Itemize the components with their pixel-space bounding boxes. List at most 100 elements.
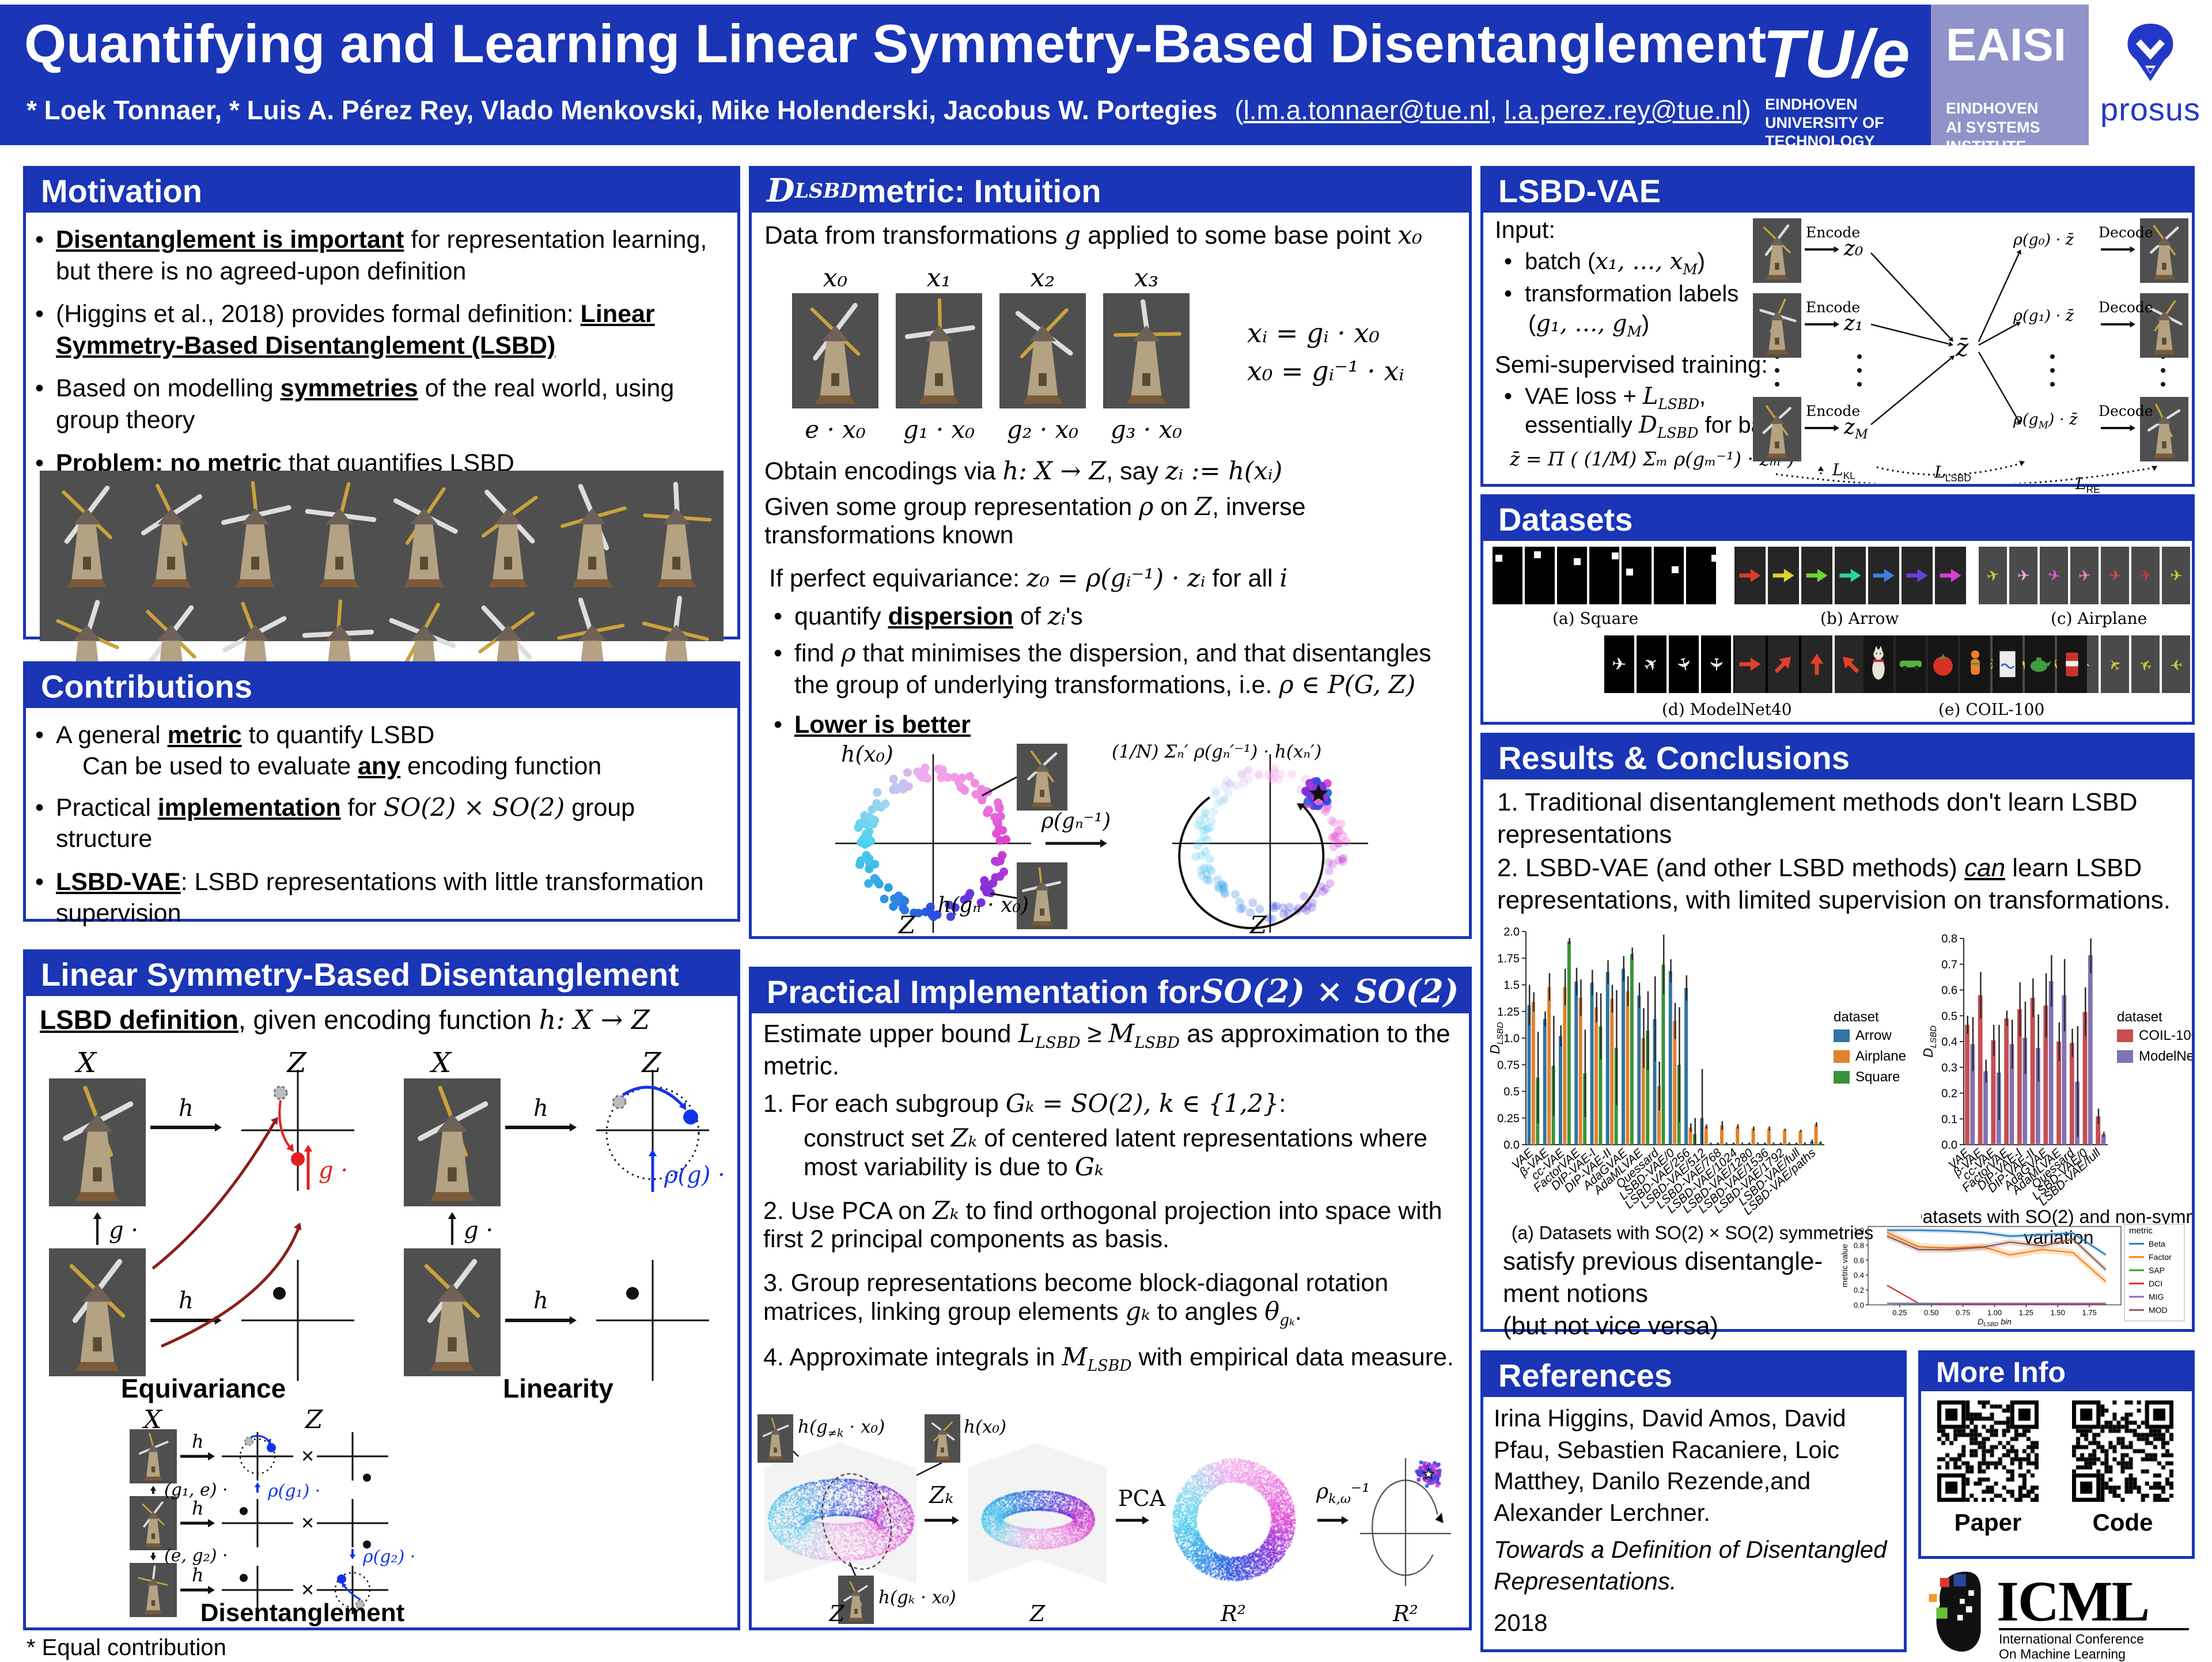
svg-text:DLSBD: DLSBD bbox=[1488, 1022, 1505, 1054]
windmill-thumbnail bbox=[757, 1414, 793, 1463]
svg-text:ModelNet40: ModelNet40 bbox=[2139, 1048, 2192, 1064]
panel-references: References Irina Higgins, David Amos, Da… bbox=[1480, 1350, 1907, 1652]
r2-label: R² bbox=[1393, 1601, 1418, 1626]
rho-gM-label: ρ(gM) · z̄ bbox=[2013, 411, 2078, 431]
prosus-logo-text: prosus bbox=[2100, 91, 2201, 127]
airplane-tile: ✈ bbox=[2009, 547, 2037, 604]
diagram-label: g · bbox=[319, 1157, 349, 1184]
email-link-2[interactable]: l.a.perez.rey@tue.nl bbox=[1504, 95, 1743, 125]
motivation-bullet-2: (Higgins et al., 2018) provides formal d… bbox=[26, 298, 725, 361]
diagram-label: ρ(g₂) · bbox=[363, 1547, 416, 1567]
practical-item-1b: construct set Zₖ of centered latent repr… bbox=[804, 1124, 1427, 1182]
panel-motivation: Motivation Disentanglement is important … bbox=[23, 166, 740, 704]
intuition-line-1: Data from transformations g applied to s… bbox=[764, 221, 1422, 250]
intuition-line-2: Obtain encodings via h: X → Z, say zᵢ :=… bbox=[764, 457, 1283, 486]
z-label: Z bbox=[829, 1601, 845, 1626]
rho-g0-label: ρ(g₀) · z̄ bbox=[2013, 231, 2074, 249]
email-link-1[interactable]: l.m.a.tonnaer@tue.nl bbox=[1243, 95, 1490, 125]
windmill-grid-cell bbox=[636, 478, 717, 590]
vae-input-2b: (g₁, …, gM) bbox=[1528, 311, 1650, 340]
icml-logo-text: ICML bbox=[1997, 1569, 2150, 1633]
diagram-label: h bbox=[533, 1288, 548, 1314]
decode-label: Decode bbox=[2099, 224, 2153, 241]
windmill-thumbnail bbox=[2140, 293, 2188, 358]
encode-label: Encode bbox=[1806, 403, 1861, 419]
windmill-thumbnail bbox=[49, 1078, 146, 1206]
windmill-thumbnail bbox=[1753, 293, 1801, 358]
svg-text:1.75: 1.75 bbox=[2082, 1308, 2096, 1317]
metric-intuition-heading: D LSBD metric: Intuition bbox=[752, 169, 1469, 213]
windmill-thumbnail bbox=[1017, 862, 1067, 929]
svg-text:0.50: 0.50 bbox=[1924, 1308, 1938, 1317]
motivation-heading: Motivation bbox=[26, 169, 737, 213]
modelnet-tile: ✈ bbox=[1604, 635, 1634, 693]
svg-text:Airplane: Airplane bbox=[1855, 1048, 1906, 1064]
h-gn-x0-label: h(gₙ · x₀) bbox=[938, 894, 1029, 917]
prosus-logo-icon bbox=[2127, 24, 2173, 81]
svg-text:DCI: DCI bbox=[2149, 1279, 2162, 1288]
results-note-2: ment notions bbox=[1503, 1279, 1648, 1308]
decode-label: Decode bbox=[2099, 299, 2153, 316]
contact: (l.m.a.tonnaer@tue.nl, l.a.perez.rey@tue… bbox=[1234, 95, 1751, 125]
motivation-bullet-3: Based on modelling symmetries of the rea… bbox=[26, 373, 725, 436]
svg-text:dataset: dataset bbox=[1834, 1009, 1879, 1025]
windmill-thumbnail bbox=[130, 1563, 177, 1617]
encode-label: Encode bbox=[1806, 224, 1861, 241]
decode-label: Decode bbox=[2099, 403, 2153, 419]
windmill-thumbnail bbox=[1017, 744, 1067, 811]
results-item-1: 1. Traditional disentanglement methods d… bbox=[1497, 788, 2138, 849]
contributions-bullet-3: LSBD-VAE: LSBD representations with litt… bbox=[26, 866, 725, 929]
z-space-label: Z bbox=[899, 911, 916, 939]
diagram-label: (e, g₂) · bbox=[164, 1546, 228, 1566]
pca-annulus-cloud bbox=[1154, 1438, 1313, 1600]
references-heading: References bbox=[1483, 1353, 1904, 1397]
diagram-label: Z bbox=[305, 1405, 323, 1434]
diagram-label: X bbox=[76, 1047, 97, 1079]
svg-text:0.1: 0.1 bbox=[1941, 1113, 1957, 1126]
windmill-thumbnail bbox=[999, 293, 1086, 408]
pca-pipeline-figure: Zₖ PCA ρk,ω⁻¹ h(g≠k · x₀) h(x₀) h(gₖ · x₀)… bbox=[752, 1411, 1469, 1626]
diagram-label: g · bbox=[109, 1217, 139, 1244]
rho-g1-label: ρ(g₁) · z̄ bbox=[2013, 307, 2074, 325]
windmill-grid-cell bbox=[47, 478, 127, 590]
svg-text:Beta: Beta bbox=[2149, 1239, 2165, 1248]
svg-text:0.2: 0.2 bbox=[1854, 1286, 1864, 1294]
svg-text:Arrow: Arrow bbox=[1855, 1028, 1892, 1043]
diagram-label: (g₁, e) · bbox=[164, 1480, 228, 1500]
svg-text:0.7: 0.7 bbox=[1941, 959, 1957, 971]
svg-text:0.8: 0.8 bbox=[1854, 1241, 1864, 1250]
airplane-tile: ✈ bbox=[2131, 635, 2160, 693]
svg-text:1.5: 1.5 bbox=[1503, 979, 1520, 992]
lsbd-vae-heading: LSBD-VAE bbox=[1483, 169, 2192, 213]
x-label: x₃ bbox=[1134, 263, 1159, 293]
prosus-logo-block: prosus bbox=[2089, 5, 2212, 145]
loss-re-label: LRE bbox=[2075, 474, 2100, 495]
svg-text:metric value: metric value bbox=[1840, 1244, 1849, 1288]
windmill-thumbnail bbox=[1753, 218, 1801, 283]
practical-item-4: 4. Approximate integrals in MLSBD with e… bbox=[763, 1343, 1454, 1375]
panel-lsbd: Linear Symmetry-Based Disentanglement LS… bbox=[23, 949, 740, 1630]
results-heading: Results & Conclusions bbox=[1483, 736, 2192, 779]
airplane-tile: ✈ bbox=[1979, 547, 2007, 604]
intuition-bullet-2: find ρ that minimises the dispersion, an… bbox=[769, 638, 1457, 701]
zk-arrow-label: Zₖ bbox=[929, 1482, 954, 1509]
equal-contribution-footnote: * Equal contribution bbox=[26, 1635, 226, 1660]
contributions-bullet-1b: Can be used to evaluate any encoding fun… bbox=[82, 752, 602, 780]
diagram-label: × bbox=[301, 1511, 315, 1535]
windmill-thumbnail bbox=[130, 1496, 177, 1550]
reference-year: 2018 bbox=[1494, 1609, 1548, 1636]
mean-formula-label: (1/N) Σₙ′ ρ(gₙ′⁻¹) · h(xₙ′) bbox=[1112, 741, 1322, 762]
svg-text:(a) Datasets with SO(2) × SO(2: (a) Datasets with SO(2) × SO(2) symmetri… bbox=[1512, 1222, 1874, 1243]
z0-label: z₀ bbox=[1844, 237, 1863, 260]
results-note-1: satisfy previous disentangle- bbox=[1503, 1247, 1823, 1275]
diagram-label: h bbox=[179, 1288, 194, 1314]
results-item-2: 2. LSBD-VAE (and other LSBD methods) can… bbox=[1497, 854, 2171, 915]
svg-text:(b) Datasets with SO(2) and no: (b) Datasets with SO(2) and non-symmetri… bbox=[1921, 1206, 2192, 1227]
qr-code-code bbox=[2072, 1400, 2173, 1502]
svg-text:0.75: 0.75 bbox=[1956, 1308, 1970, 1317]
windmill-thumbnail bbox=[2140, 397, 2188, 461]
svg-text:0.8: 0.8 bbox=[1941, 933, 1957, 945]
dataset-caption-d: (d) ModelNet40 bbox=[1662, 700, 1792, 719]
square-tile bbox=[1622, 547, 1652, 604]
authors-line: * Loek Tonnaer, * Luis A. Pérez Rey, Vla… bbox=[26, 94, 1751, 126]
